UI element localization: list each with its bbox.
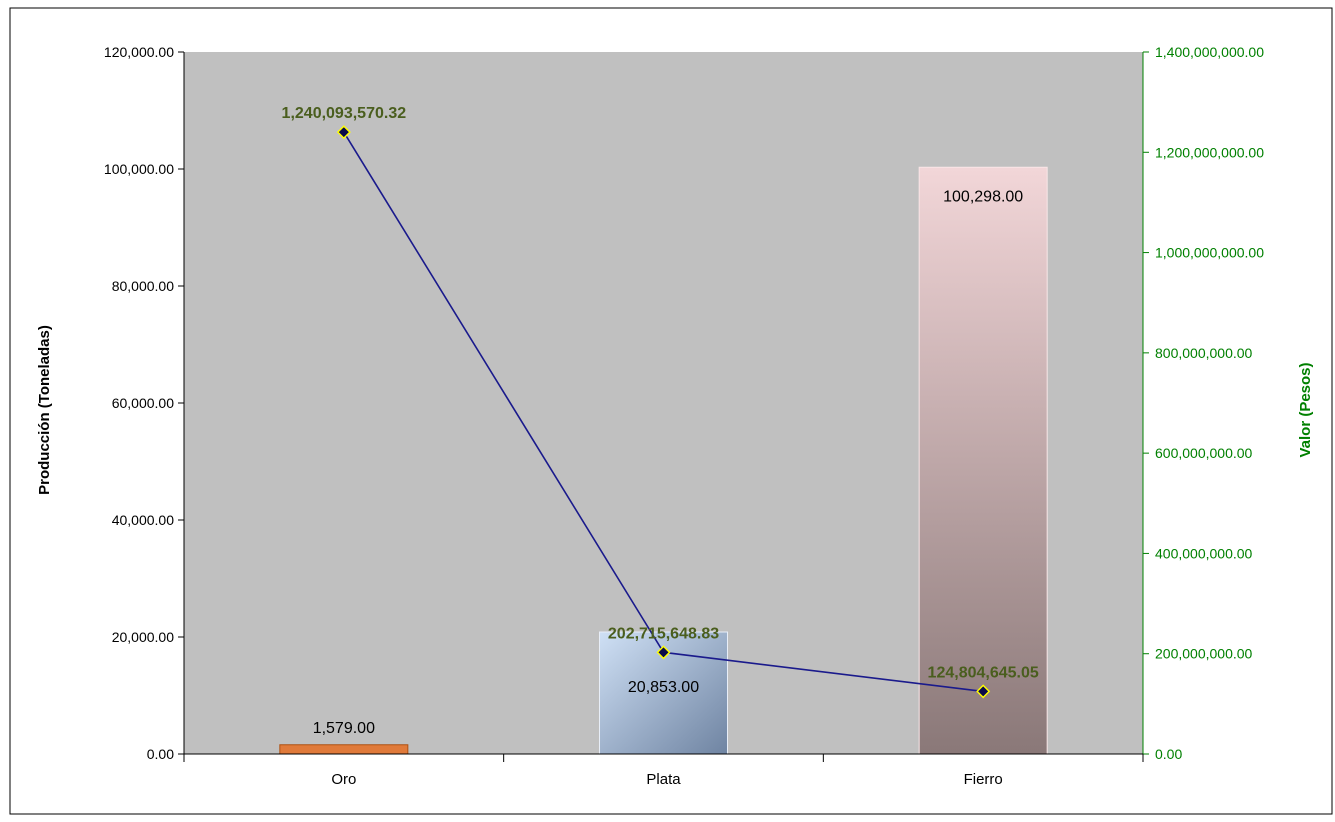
y2-tick-label: 800,000,000.00 — [1155, 345, 1253, 361]
y-tick-label: 100,000.00 — [104, 161, 174, 177]
line-data-label: 124,804,645.05 — [928, 664, 1039, 681]
y-tick-label: 20,000.00 — [112, 629, 174, 645]
x-tick-label: Fierro — [964, 771, 1003, 788]
y2-tick-label: 0.00 — [1155, 746, 1182, 762]
y2-axis-title: Valor (Pesos) — [1297, 362, 1314, 457]
y-tick-label: 80,000.00 — [112, 278, 174, 294]
y-tick-label: 40,000.00 — [112, 512, 174, 528]
y-tick-label: 120,000.00 — [104, 44, 174, 60]
y2-tick-label: 200,000,000.00 — [1155, 646, 1253, 662]
bar-oro — [280, 745, 408, 754]
bar-data-label: 20,853.00 — [628, 679, 699, 696]
bar-data-label: 100,298.00 — [943, 188, 1023, 205]
y2-tick-label: 400,000,000.00 — [1155, 545, 1253, 561]
y-tick-label: 0.00 — [147, 746, 174, 762]
line-data-label: 202,715,648.83 — [608, 625, 719, 642]
y2-tick-label: 1,200,000,000.00 — [1155, 144, 1264, 160]
y-tick-label: 60,000.00 — [112, 395, 174, 411]
line-data-label: 1,240,093,570.32 — [282, 105, 407, 122]
y2-tick-label: 1,400,000,000.00 — [1155, 44, 1264, 60]
x-tick-label: Oro — [331, 771, 356, 788]
x-tick-label: Plata — [646, 771, 681, 788]
bar-data-label: 1,579.00 — [313, 720, 375, 737]
y2-tick-label: 600,000,000.00 — [1155, 445, 1253, 461]
y2-tick-label: 1,000,000,000.00 — [1155, 245, 1264, 261]
y-axis-title: Producción (Toneladas) — [36, 325, 53, 495]
